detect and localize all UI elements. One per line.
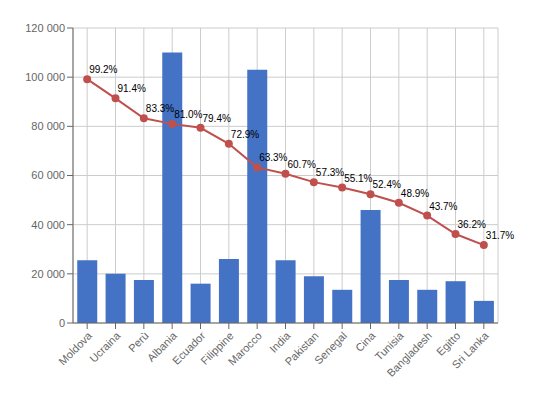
svg-text:Senegal: Senegal xyxy=(312,329,349,366)
svg-text:100 000: 100 000 xyxy=(25,71,65,83)
svg-text:Albania: Albania xyxy=(144,329,180,364)
svg-text:83.3%: 83.3% xyxy=(146,103,174,114)
svg-text:99.2%: 99.2% xyxy=(89,64,117,75)
svg-text:36.2%: 36.2% xyxy=(458,219,486,230)
svg-text:60 000: 60 000 xyxy=(31,169,65,181)
svg-text:0: 0 xyxy=(59,317,65,329)
svg-text:Ecuador: Ecuador xyxy=(170,329,208,367)
svg-text:43.7%: 43.7% xyxy=(429,201,457,212)
svg-text:81.0%: 81.0% xyxy=(174,109,202,120)
svg-text:Filippine: Filippine xyxy=(198,329,236,367)
svg-text:20 000: 20 000 xyxy=(31,268,65,280)
svg-text:Marocco: Marocco xyxy=(226,329,264,367)
svg-text:40 000: 40 000 xyxy=(31,219,65,231)
svg-text:Perù: Perù xyxy=(126,329,151,354)
svg-text:Sri Lanka: Sri Lanka xyxy=(449,329,491,371)
svg-text:60.7%: 60.7% xyxy=(288,159,316,170)
svg-text:72.9%: 72.9% xyxy=(231,129,259,140)
svg-text:48.9%: 48.9% xyxy=(401,188,429,199)
svg-text:63.3%: 63.3% xyxy=(259,152,287,163)
svg-text:57.3%: 57.3% xyxy=(316,167,344,178)
svg-text:79.4%: 79.4% xyxy=(203,113,231,124)
svg-text:55.1%: 55.1% xyxy=(344,173,372,184)
svg-text:52.4%: 52.4% xyxy=(373,179,401,190)
svg-text:Moldova: Moldova xyxy=(56,329,95,368)
svg-text:India: India xyxy=(267,329,293,355)
svg-text:Ucraina: Ucraina xyxy=(87,329,123,365)
svg-text:31.7%: 31.7% xyxy=(486,230,514,241)
svg-text:Cina: Cina xyxy=(353,329,378,354)
svg-text:80 000: 80 000 xyxy=(31,120,65,132)
svg-text:120 000: 120 000 xyxy=(25,22,65,34)
svg-text:91.4%: 91.4% xyxy=(118,83,146,94)
svg-text:Pakistan: Pakistan xyxy=(282,329,321,368)
svg-text:Bangladesh: Bangladesh xyxy=(385,329,435,379)
svg-text:Tunisia: Tunisia xyxy=(372,329,406,363)
svg-text:Egitto: Egitto xyxy=(434,329,463,358)
